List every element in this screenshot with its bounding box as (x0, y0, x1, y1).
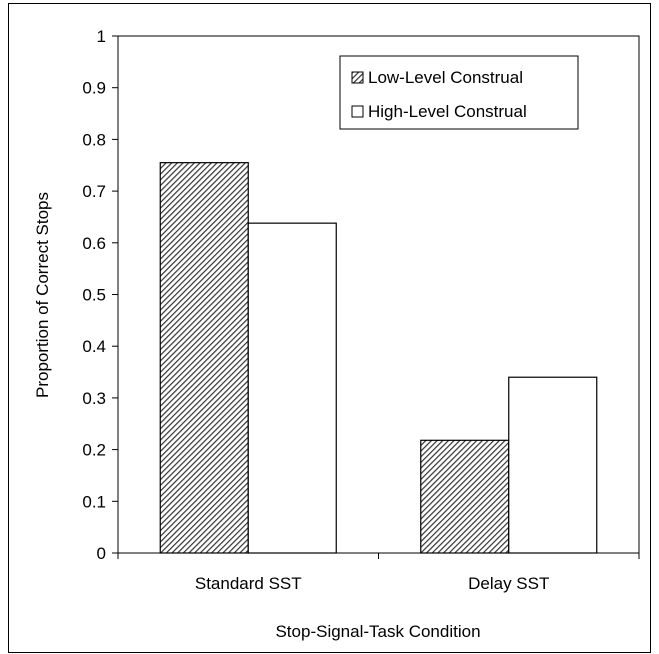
legend-label-high-level: High-Level Construal (368, 102, 527, 121)
bars-group (159, 162, 598, 554)
legend-label-low-level: Low-Level Construal (368, 68, 523, 87)
x-category-label: Delay SST (468, 574, 549, 593)
y-tick-label: 1 (97, 27, 106, 46)
y-tick-label: 0.4 (82, 337, 106, 356)
y-tick-label: 0 (97, 544, 106, 563)
legend-box (339, 55, 579, 130)
bar-low-level-standard-sst (159, 162, 249, 554)
y-tick-label: 0.1 (82, 492, 106, 511)
x-axis: Standard SST Delay SST (117, 553, 640, 593)
bar-high-level-delay-sst (508, 376, 598, 554)
y-tick-label: 0.6 (82, 234, 106, 253)
bar-low-level-delay-sst (420, 439, 510, 554)
y-tick-label: 0.3 (82, 389, 106, 408)
y-tick-label: 0.5 (82, 286, 106, 305)
bar-high-level-standard-sst (247, 222, 337, 554)
legend: Low-Level Construal High-Level Construal (339, 55, 579, 130)
y-axis-title: Proportion of Correct Stops (33, 192, 52, 398)
x-category-label: Standard SST (195, 574, 302, 593)
legend-swatch-low-level (351, 71, 364, 84)
y-axis: 0 0.1 0.2 0.3 0.4 0.5 0.6 0.7 0.8 0.9 1 (82, 27, 118, 563)
legend-swatch-high-level (351, 105, 364, 118)
y-tick-label: 0.2 (82, 441, 106, 460)
x-axis-title: Stop-Signal-Task Condition (275, 622, 480, 641)
y-tick-label: 0.8 (82, 130, 106, 149)
y-tick-label: 0.7 (82, 182, 106, 201)
y-tick-label: 0.9 (82, 79, 106, 98)
